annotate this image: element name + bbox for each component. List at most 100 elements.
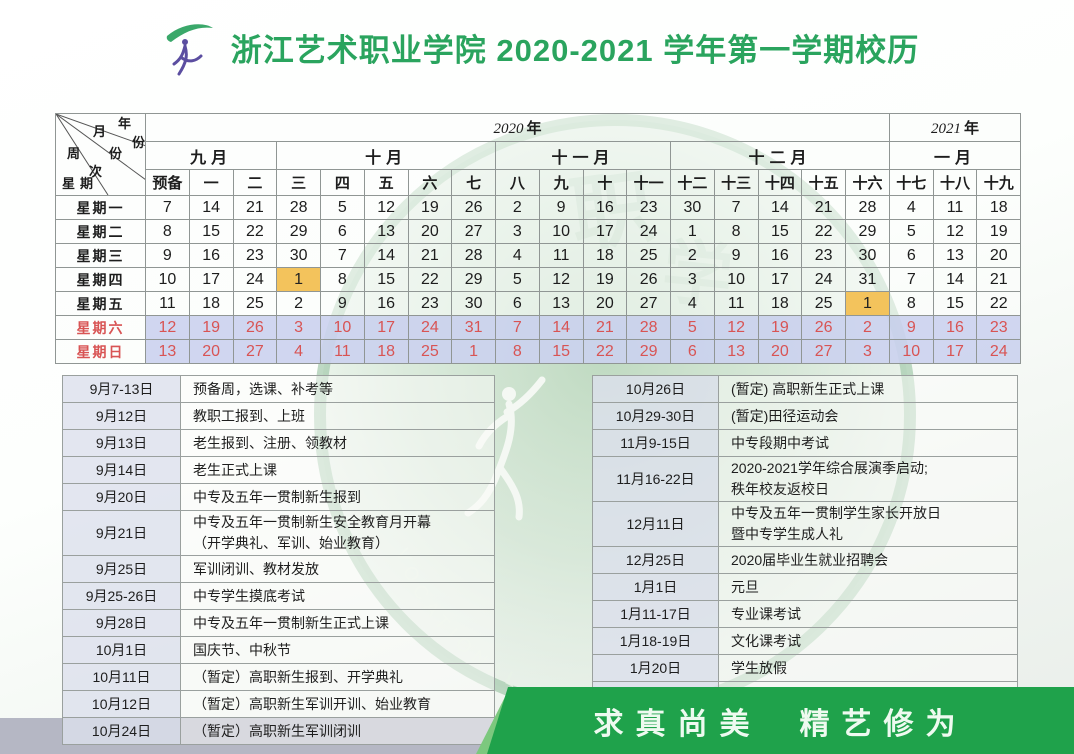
date-cell: 3	[276, 315, 321, 340]
week-number-cell: 十九	[976, 169, 1022, 196]
event-row: 1月1日 元旦	[592, 573, 1018, 601]
weekday-row: 星期四 10 17 24 1 8 15 22 29 5 12 19 26 3 10 17 24 31 7 14 21	[55, 267, 1022, 292]
weekday-row: 星期六 12 19 26 3 10 17 24 31 7 14 21 28 5 12 19 26 2 9 16 23	[55, 315, 1022, 340]
date-cell: 13	[145, 339, 190, 364]
month-group-cell: 一月	[888, 141, 1022, 170]
events-table-left: 9月7-13日 预备周，选课、补考等 9月12日 教职工报到、上班 9月13日 老生报到、…	[62, 375, 495, 745]
date-cell: 24	[232, 267, 278, 292]
event-description-line: 中专及五年一贯制新生正式上课	[193, 614, 389, 631]
event-date: 9月7-13日	[62, 375, 181, 403]
date-cell: 29	[626, 339, 671, 364]
date-cell: 15	[932, 291, 978, 316]
event-row: 9月12日 教职工报到、上班	[62, 402, 495, 430]
date-cell: 28	[276, 195, 321, 220]
corner-cell: 年份月份周次星期	[55, 113, 146, 196]
event-description-line: 军训闭训、教材发放	[193, 560, 319, 577]
date-cell: 11	[145, 291, 190, 316]
date-cell: 2	[670, 243, 715, 268]
month-header-row: 九月 十月 十一月 十二月 一月	[56, 141, 1022, 170]
date-cell: 23	[232, 243, 278, 268]
week-number-cell: 预备	[145, 169, 190, 196]
event-date: 1月20日	[592, 654, 719, 682]
date-cell: 7	[320, 243, 365, 268]
date-cell: 7	[495, 315, 540, 340]
event-description-line: 预备周，选课、补考等	[193, 380, 333, 397]
event-description: 军训闭训、教材发放	[180, 555, 495, 583]
date-cell: 9	[320, 291, 365, 316]
corner-week-label: 次	[89, 164, 103, 179]
event-row: 9月25日 军训闭训、教材发放	[62, 555, 495, 583]
date-cell: 10	[538, 219, 584, 244]
date-cell: 27	[232, 339, 278, 364]
event-date: 1月11-17日	[592, 600, 719, 628]
date-cell: 22	[407, 267, 453, 292]
date-cell: 6	[320, 219, 365, 244]
event-description: （暂定）高职新生军训开训、始业教育	[180, 690, 495, 718]
event-description-line: (暂定)田径运动会	[731, 407, 839, 424]
event-row: 10月24日 （暂定）高职新生军训闭训	[62, 717, 495, 745]
date-cell: 26	[801, 315, 846, 340]
week-number-cell: 八	[495, 169, 540, 196]
date-cell: 26	[232, 315, 278, 340]
event-description: (暂定)田径运动会	[718, 402, 1018, 430]
event-description: 老生正式上课	[180, 456, 495, 484]
date-cell: 30	[670, 195, 715, 220]
event-row: 1月11-17日 专业课考试	[592, 600, 1018, 628]
event-row: 9月14日 老生正式上课	[62, 456, 495, 484]
weekday-row: 星期一 7 14 21 28 5 12 19 26 2 9 16 23 30 7 14 21 28 4 11 18	[55, 195, 1022, 220]
event-row: 1月18-19日 文化课考试	[592, 627, 1018, 655]
date-cell: 13	[932, 243, 978, 268]
date-cell: 27	[801, 339, 846, 364]
event-date: 11月16-22日	[592, 456, 719, 502]
date-cell: 11	[320, 339, 365, 364]
date-cell: 3	[670, 267, 715, 292]
date-cell: 3	[845, 339, 890, 364]
event-date: 9月25日	[62, 555, 181, 583]
date-cell: 5	[320, 195, 365, 220]
event-description: 专业课考试	[718, 600, 1018, 628]
event-description-line: 2020届毕业生就业招聘会	[731, 551, 889, 568]
date-cell: 11	[713, 291, 759, 316]
event-description-line: 中专学生摸底考试	[193, 587, 305, 604]
date-cell: 13	[713, 339, 759, 364]
event-description: （暂定）高职新生报到、开学典礼	[180, 663, 495, 691]
weekday-label: 星期二	[55, 219, 146, 244]
date-cell: 31	[451, 315, 496, 340]
weekday-row: 星期五 11 18 25 2 9 16 23 30 6 13 20 27 4 11 18 25 1 8 15 22	[55, 291, 1022, 316]
corner-year-label: 年	[118, 116, 132, 131]
date-cell: 15	[538, 339, 584, 364]
event-date: 10月1日	[62, 636, 181, 664]
event-date: 11月9-15日	[592, 429, 719, 457]
date-cell: 4	[670, 291, 715, 316]
week-number-cell: 十四	[757, 169, 803, 196]
event-row: 10月29-30日 (暂定)田径运动会	[592, 402, 1018, 430]
date-cell: 9	[538, 195, 584, 220]
corner-month-label: 月	[93, 124, 107, 139]
date-cell: 6	[670, 339, 715, 364]
event-row: 9月25-26日 中专学生摸底考试	[62, 582, 495, 610]
date-cell: 29	[845, 219, 890, 244]
date-cell: 22	[582, 339, 628, 364]
week-number-cell: 十一	[626, 169, 671, 196]
date-cell: 17	[188, 267, 234, 292]
weekday-label: 星期三	[55, 243, 146, 268]
date-cell: 22	[801, 219, 846, 244]
month-group-cell: 九月	[144, 141, 278, 170]
weekday-row: 星期三 9 16 23 30 7 14 21 28 4 11 18 25 2 9 16 23 30 6 13 20	[55, 243, 1022, 268]
event-date: 9月12日	[62, 402, 181, 430]
week-number-cell: 十八	[932, 169, 978, 196]
event-row: 11月9-15日 中专段期中考试	[592, 429, 1018, 457]
week-number-cell: 七	[451, 169, 496, 196]
event-description: (暂定) 高职新生正式上课	[718, 375, 1018, 403]
event-description: 中专及五年一贯制新生安全教育月开幕 （开学典礼、军训、始业教育）	[180, 510, 495, 556]
date-cell: 20	[757, 339, 803, 364]
date-cell: 14	[932, 267, 978, 292]
event-description: 中专及五年一贯制新生报到	[180, 483, 495, 511]
week-number-cell: 十五	[801, 169, 846, 196]
date-cell: 19	[757, 315, 803, 340]
date-cell: 12	[713, 315, 759, 340]
date-cell: 21	[232, 195, 278, 220]
event-description-line: （开学典礼、军训、始业教育）	[193, 535, 389, 551]
week-number-cell: 五	[363, 169, 409, 196]
